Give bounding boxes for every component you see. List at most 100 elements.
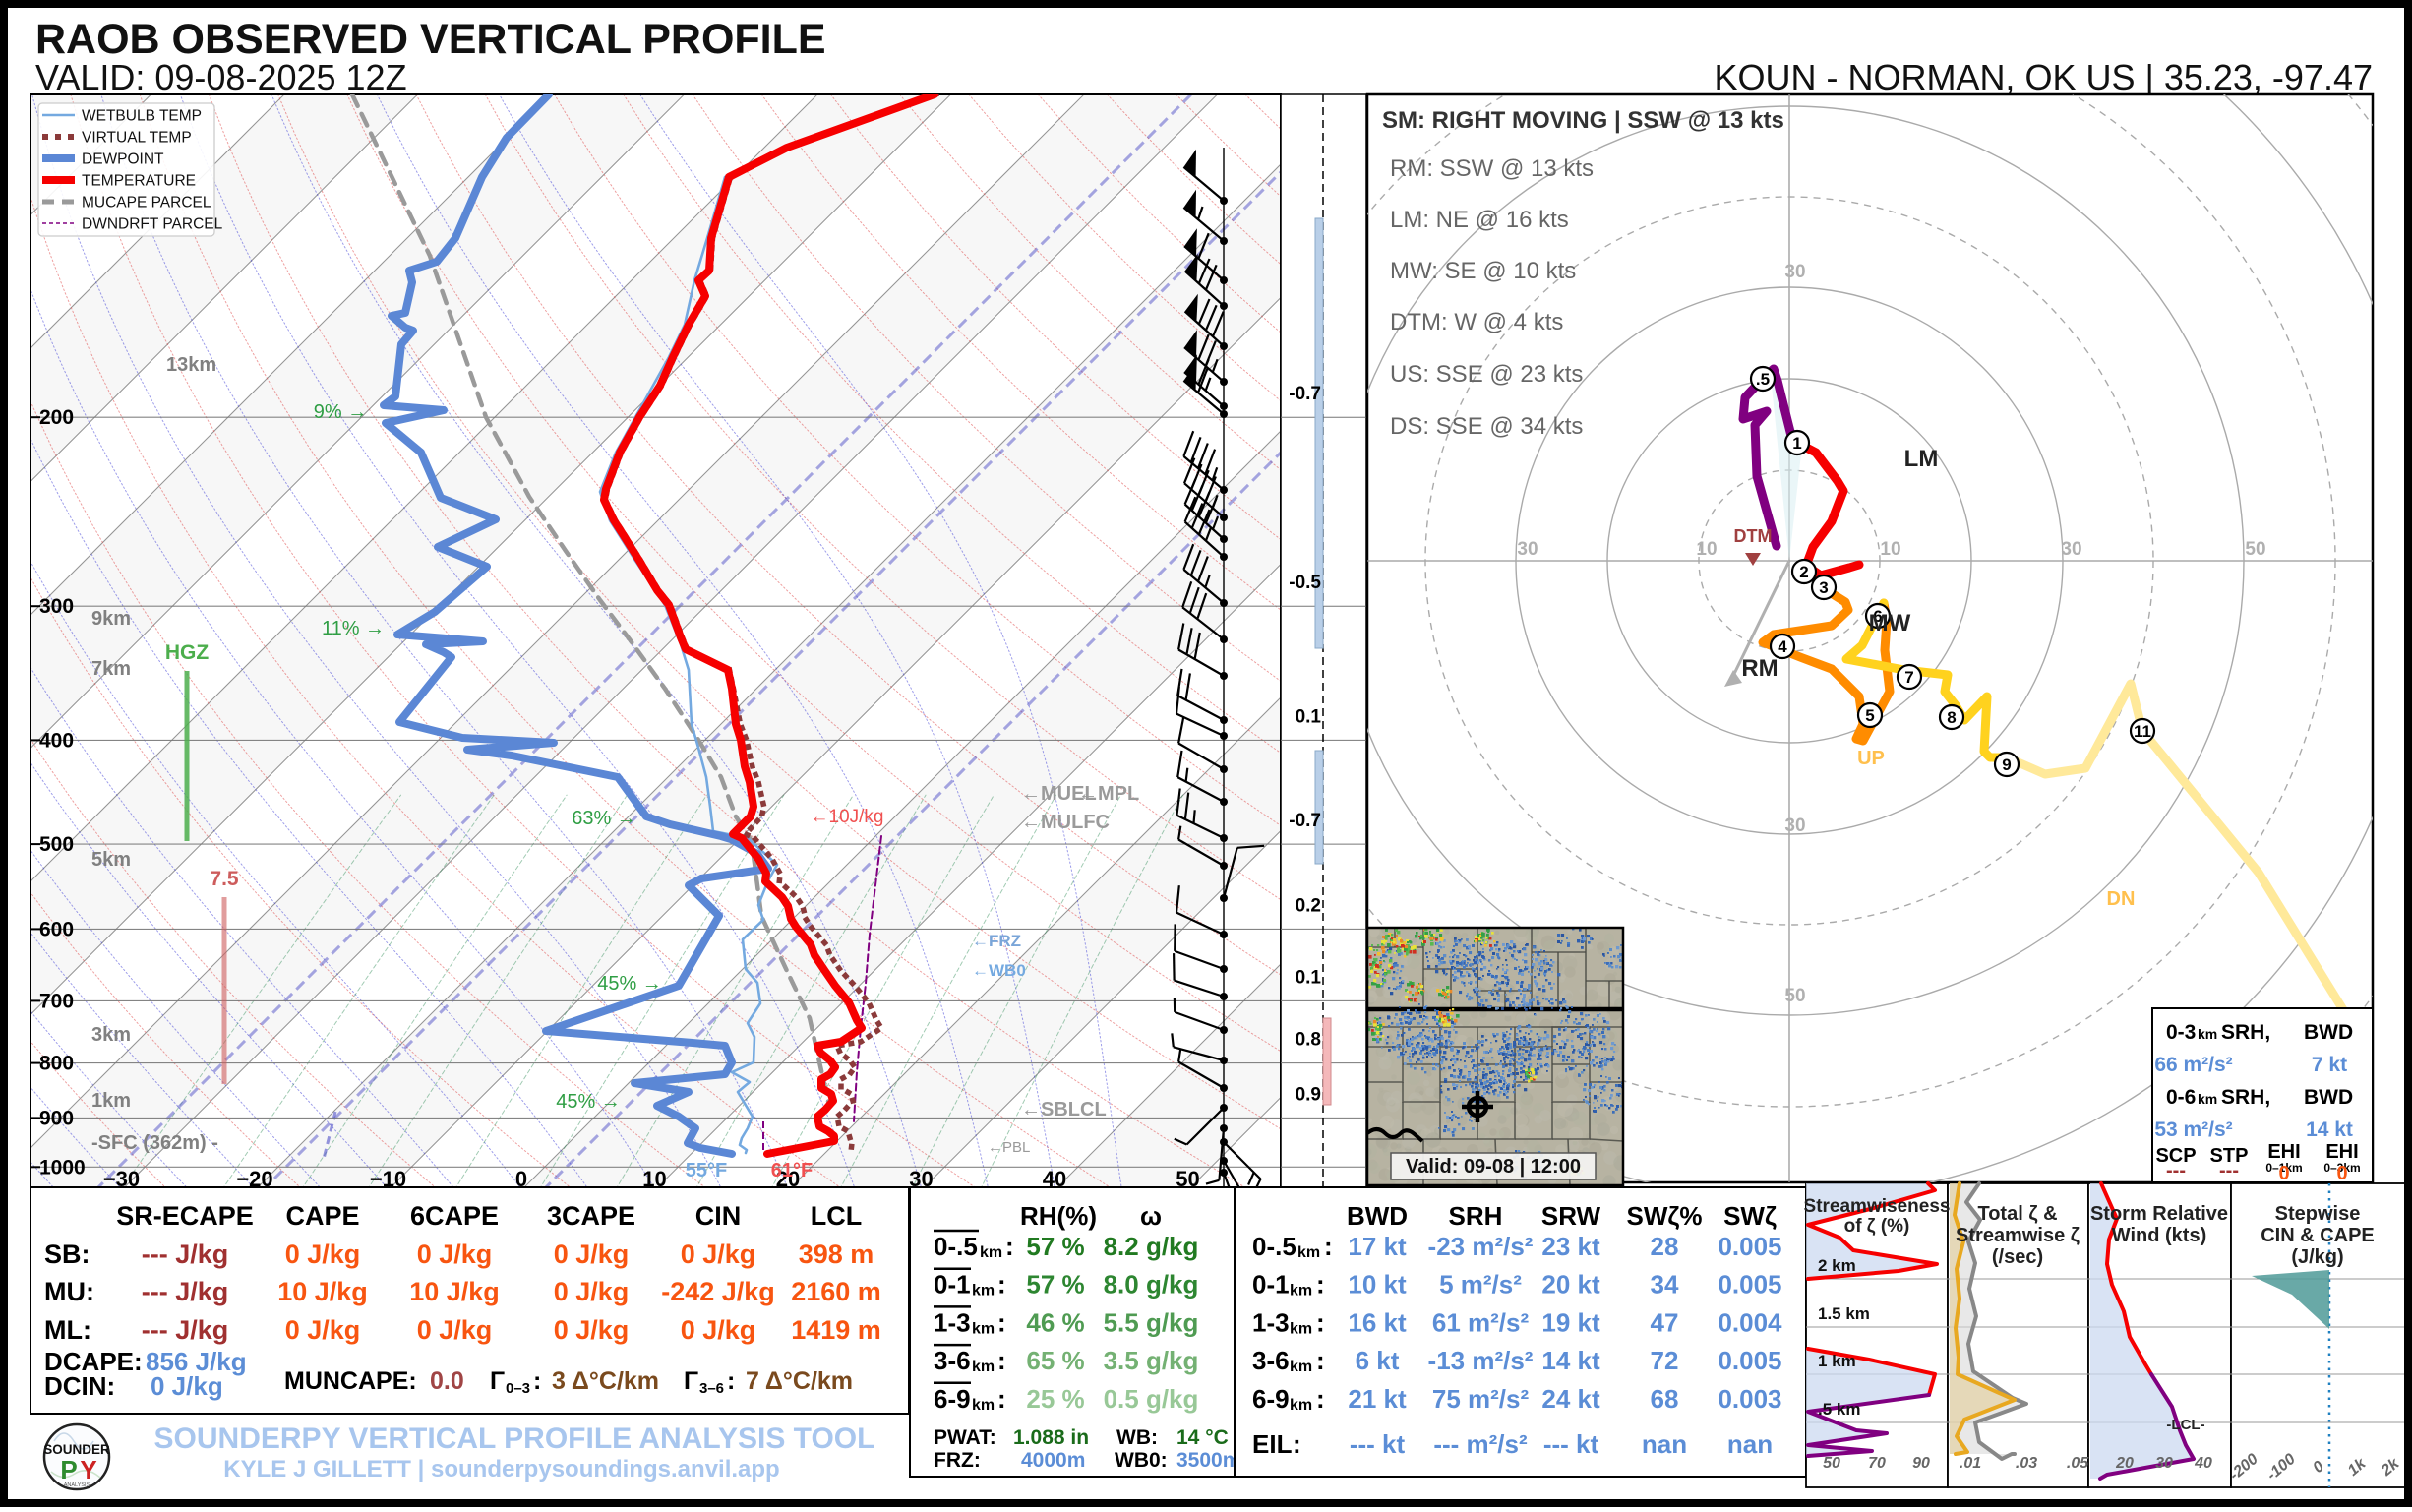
svg-text:DTM: W @ 4 kts: DTM: W @ 4 kts xyxy=(1390,309,1563,335)
svg-text:500: 500 xyxy=(39,833,74,856)
svg-text:55°F: 55°F xyxy=(686,1160,727,1181)
svg-text:400: 400 xyxy=(39,729,74,752)
svg-text:MUNCAPE:: MUNCAPE: xyxy=(284,1367,417,1395)
svg-text:-0.7: -0.7 xyxy=(1289,811,1321,831)
svg-text:0 J/kg: 0 J/kg xyxy=(151,1371,223,1401)
svg-text:8.0 g/kg: 8.0 g/kg xyxy=(1104,1270,1199,1300)
svg-text:1419 m: 1419 m xyxy=(791,1315,881,1345)
svg-text:1000: 1000 xyxy=(39,1156,86,1179)
svg-text:3km: 3km xyxy=(91,1024,131,1046)
svg-text:28: 28 xyxy=(1651,1232,1679,1261)
svg-text:1.088 in: 1.088 in xyxy=(1013,1426,1089,1449)
svg-text::: : xyxy=(1293,1429,1301,1459)
svg-text:CIN & CAPE: CIN & CAPE xyxy=(2261,1225,2375,1246)
svg-text:LM: LM xyxy=(1904,446,1939,472)
svg-text:0 J/kg: 0 J/kg xyxy=(681,1240,756,1269)
svg-text:ω: ω xyxy=(1140,1201,1162,1231)
svg-text:0.005: 0.005 xyxy=(1718,1270,1781,1300)
svg-text::: : xyxy=(727,1367,735,1395)
svg-text:MU:: MU: xyxy=(44,1277,94,1306)
svg-text:45% →: 45% → xyxy=(597,973,662,995)
svg-text:5: 5 xyxy=(1865,706,1874,725)
svg-text:0: 0 xyxy=(2336,1163,2347,1184)
svg-text:9km: 9km xyxy=(91,608,131,630)
svg-text:4: 4 xyxy=(1778,637,1787,656)
svg-text:←10J/kg: ←10J/kg xyxy=(811,807,884,827)
svg-text:--- J/kg: --- J/kg xyxy=(142,1240,229,1269)
svg-text:20 kt: 20 kt xyxy=(1541,1270,1600,1300)
svg-text:P: P xyxy=(60,1455,77,1484)
svg-text:nan: nan xyxy=(1642,1429,1687,1459)
svg-text:25 %: 25 % xyxy=(1026,1384,1084,1414)
svg-text:0.2: 0.2 xyxy=(1296,895,1321,916)
svg-text:SRH,: SRH, xyxy=(2221,1086,2270,1109)
svg-text:5km: 5km xyxy=(91,849,131,871)
svg-text:0: 0 xyxy=(2278,1163,2289,1184)
svg-text:km: km xyxy=(972,1359,995,1375)
svg-text:WB0:: WB0: xyxy=(1115,1449,1168,1472)
svg-text:7.5: 7.5 xyxy=(210,868,239,890)
svg-text:61 m²/s²: 61 m²/s² xyxy=(1432,1307,1530,1337)
svg-text:2160 m: 2160 m xyxy=(791,1277,881,1306)
svg-text:14 kt: 14 kt xyxy=(1541,1346,1600,1375)
svg-text:FRZ:: FRZ: xyxy=(934,1449,981,1472)
svg-text:--- m²/s²: --- m²/s² xyxy=(1433,1429,1528,1459)
svg-text:72: 72 xyxy=(1651,1346,1679,1375)
svg-text:SR-ECAPE: SR-ECAPE xyxy=(116,1201,254,1231)
svg-text:SWζ: SWζ xyxy=(1723,1201,1777,1231)
svg-text::: : xyxy=(533,1367,541,1395)
svg-text:600: 600 xyxy=(39,918,74,940)
svg-text:30: 30 xyxy=(1517,539,1538,560)
svg-text:RH(%): RH(%) xyxy=(1020,1201,1097,1231)
svg-text:1-3: 1-3 xyxy=(934,1307,971,1337)
svg-text::: : xyxy=(1324,1232,1333,1261)
svg-text::: : xyxy=(1316,1307,1325,1337)
svg-text:3CAPE: 3CAPE xyxy=(547,1201,635,1231)
svg-text:40: 40 xyxy=(2194,1455,2212,1472)
svg-text:68: 68 xyxy=(1651,1384,1679,1414)
svg-text:5.5 g/kg: 5.5 g/kg xyxy=(1104,1307,1199,1337)
svg-text:.5 km: .5 km xyxy=(1818,1400,1860,1419)
svg-text:2 km: 2 km xyxy=(1818,1256,1856,1275)
svg-text:21 kt: 21 kt xyxy=(1348,1384,1407,1414)
svg-text:17 kt: 17 kt xyxy=(1348,1232,1407,1261)
svg-text:SM: RIGHT MOVING | SSW @ 13 kt: SM: RIGHT MOVING | SSW @ 13 kts xyxy=(1382,107,1784,134)
svg-text:SB:: SB: xyxy=(44,1240,90,1269)
svg-text:0.0: 0.0 xyxy=(430,1367,464,1395)
svg-text:ML:: ML: xyxy=(44,1315,91,1345)
svg-text:KYLE J GILLETT | sounderpysoun: KYLE J GILLETT | sounderpysoundings.anvi… xyxy=(223,1456,779,1482)
svg-text::: : xyxy=(1316,1270,1325,1300)
svg-text:30: 30 xyxy=(1784,262,1805,282)
svg-text:300: 300 xyxy=(39,595,74,618)
svg-text:←SBLCL: ←SBLCL xyxy=(1021,1099,1107,1120)
svg-text:-LCL-: -LCL- xyxy=(2166,1417,2204,1433)
svg-text:Streamwise ζ: Streamwise ζ xyxy=(1956,1225,2080,1246)
svg-text:Storm Relative: Storm Relative xyxy=(2090,1203,2228,1225)
svg-text:Total ζ &: Total ζ & xyxy=(1977,1203,2057,1225)
svg-text:3–6: 3–6 xyxy=(699,1380,724,1397)
svg-text:km: km xyxy=(1297,1244,1320,1261)
svg-text:63% →: 63% → xyxy=(572,808,636,829)
svg-text:km: km xyxy=(1290,1320,1312,1337)
svg-text:-242 J/kg: -242 J/kg xyxy=(661,1277,775,1306)
svg-text:7: 7 xyxy=(1904,668,1913,687)
svg-text:10: 10 xyxy=(1880,539,1900,560)
svg-text:BWD: BWD xyxy=(2304,1021,2353,1044)
svg-text:0 J/kg: 0 J/kg xyxy=(554,1315,630,1345)
svg-text:--- kt: --- kt xyxy=(1543,1429,1599,1459)
svg-text:RM: SSW @ 13 kts: RM: SSW @ 13 kts xyxy=(1390,155,1594,182)
svg-text:km: km xyxy=(972,1320,995,1337)
svg-text:0-3: 0-3 xyxy=(2166,1021,2196,1044)
svg-text:0 J/kg: 0 J/kg xyxy=(417,1240,493,1269)
svg-text:DWNDRFT PARCEL: DWNDRFT PARCEL xyxy=(82,216,223,233)
svg-text:50: 50 xyxy=(1823,1455,1840,1472)
svg-text:.01: .01 xyxy=(1960,1455,1981,1472)
svg-text:---: --- xyxy=(2219,1160,2239,1181)
svg-text:-23 m²/s²: -23 m²/s² xyxy=(1428,1232,1534,1261)
svg-text:30: 30 xyxy=(2061,539,2081,560)
svg-text:EHI: EHI xyxy=(2267,1141,2300,1163)
svg-text:Valid: 09-08 | 12:00: Valid: 09-08 | 12:00 xyxy=(1406,1156,1581,1178)
svg-text:(/sec): (/sec) xyxy=(1992,1246,2043,1268)
svg-text:30: 30 xyxy=(2155,1455,2173,1472)
svg-text:SRH: SRH xyxy=(1449,1201,1503,1231)
